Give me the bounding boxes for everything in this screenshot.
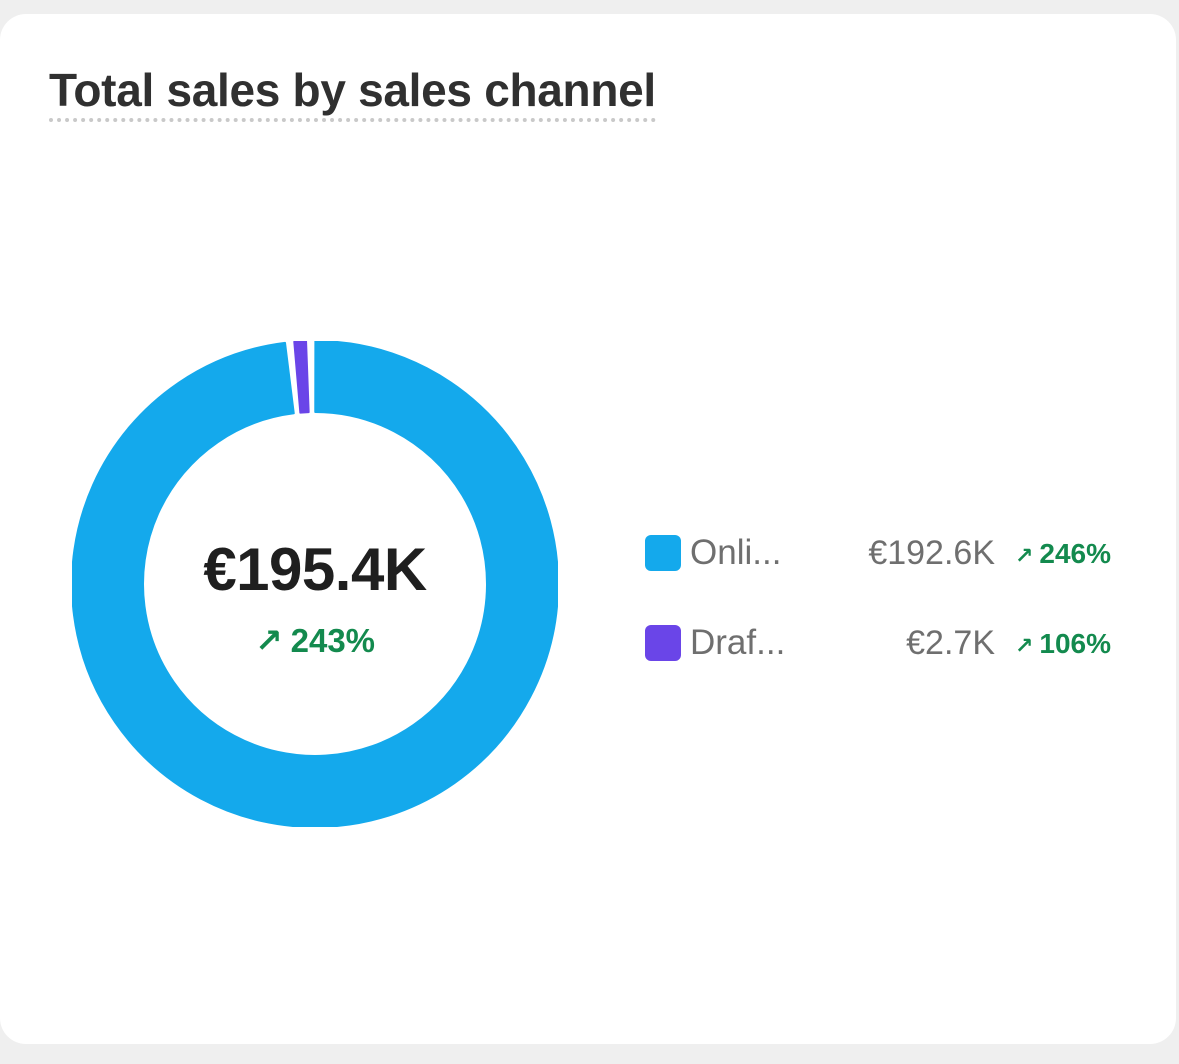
legend-label: Draf... (690, 623, 786, 662)
trend-up-icon: ↗ (1014, 543, 1034, 568)
legend-swatch (645, 625, 681, 661)
legend-change-percent: 246% (1039, 538, 1111, 569)
legend-swatch (645, 535, 681, 571)
legend-value: €192.6K (868, 534, 995, 572)
legend-value: €2.7K (906, 624, 995, 662)
chart-legend: Onli... €192.6K ↗ 246% Draf... €2.7K ↗ 106… (645, 530, 1115, 710)
trend-up-icon: ↗ (1014, 633, 1034, 658)
donut-svg (72, 341, 558, 827)
total-sales-value: €195.4K (203, 536, 427, 603)
trend-up-icon: ↗ (254, 622, 283, 659)
total-change-percent: 243% (290, 622, 376, 659)
legend-change: ↗ 246% (1015, 536, 1111, 574)
legend-change-percent: 106% (1039, 628, 1111, 659)
donut-slice-draft[interactable] (293, 341, 310, 414)
legend-item-draft[interactable]: Draf... €2.7K ↗ 106% (645, 620, 1115, 666)
sales-channel-card: Total sales by sales channel €195.4K ↗ 24… (0, 14, 1176, 1044)
card-title[interactable]: Total sales by sales channel (49, 64, 656, 122)
legend-change: ↗ 106% (1015, 626, 1111, 664)
legend-item-online[interactable]: Onli... €192.6K ↗ 246% (645, 530, 1115, 576)
donut-chart: €195.4K ↗ 243% (72, 341, 558, 827)
total-sales-change: ↗ 243% (72, 621, 558, 661)
donut-slice-online[interactable] (72, 341, 558, 827)
legend-label: Onli... (690, 533, 782, 572)
